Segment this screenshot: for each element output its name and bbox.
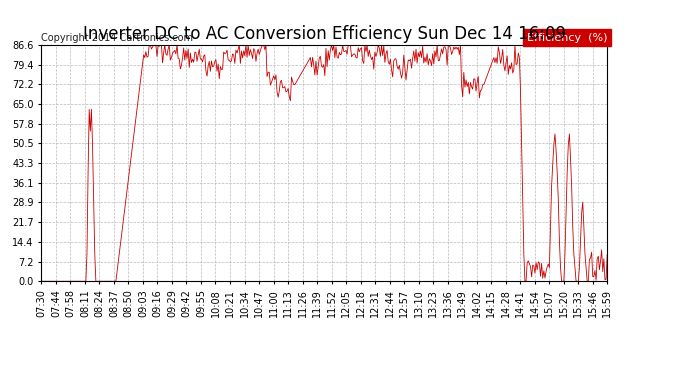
Title: Inverter DC to AC Conversion Efficiency Sun Dec 14 16:09: Inverter DC to AC Conversion Efficiency …: [83, 26, 566, 44]
Text: Copyright 2014 Cartronics.com: Copyright 2014 Cartronics.com: [41, 33, 193, 43]
Text: Efficiency  (%): Efficiency (%): [526, 33, 607, 43]
